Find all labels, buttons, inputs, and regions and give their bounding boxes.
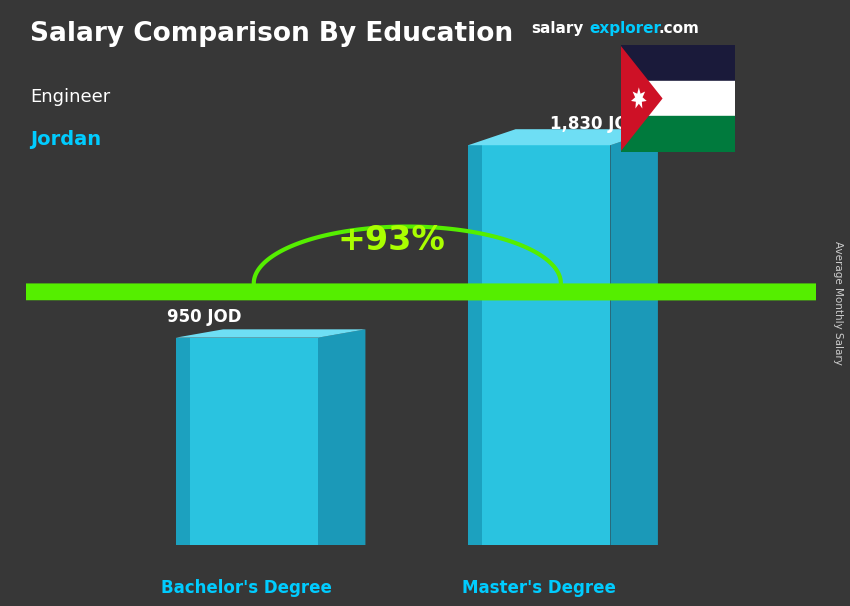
Text: +93%: +93% bbox=[337, 224, 445, 258]
Polygon shape bbox=[318, 329, 366, 545]
Text: salary: salary bbox=[531, 21, 584, 36]
Bar bbox=[620, 81, 735, 116]
Polygon shape bbox=[620, 45, 663, 152]
Polygon shape bbox=[468, 129, 658, 145]
Polygon shape bbox=[631, 87, 647, 108]
Text: .com: .com bbox=[659, 21, 700, 36]
Polygon shape bbox=[176, 338, 318, 545]
Text: Bachelor's Degree: Bachelor's Degree bbox=[162, 579, 332, 598]
Text: Engineer: Engineer bbox=[30, 88, 110, 106]
Polygon shape bbox=[0, 284, 850, 301]
Text: 1,830 JOD: 1,830 JOD bbox=[550, 115, 643, 133]
Bar bbox=[620, 45, 735, 81]
Text: Average Monthly Salary: Average Monthly Salary bbox=[833, 241, 843, 365]
Bar bbox=[620, 116, 735, 152]
Polygon shape bbox=[468, 145, 483, 545]
Text: Salary Comparison By Education: Salary Comparison By Education bbox=[30, 21, 513, 47]
Polygon shape bbox=[176, 329, 366, 338]
Polygon shape bbox=[468, 145, 610, 545]
Text: Jordan: Jordan bbox=[30, 130, 101, 149]
Text: explorer: explorer bbox=[589, 21, 661, 36]
Polygon shape bbox=[176, 338, 190, 545]
Text: 950 JOD: 950 JOD bbox=[167, 308, 241, 325]
Polygon shape bbox=[610, 129, 658, 545]
Text: Master's Degree: Master's Degree bbox=[462, 579, 616, 598]
